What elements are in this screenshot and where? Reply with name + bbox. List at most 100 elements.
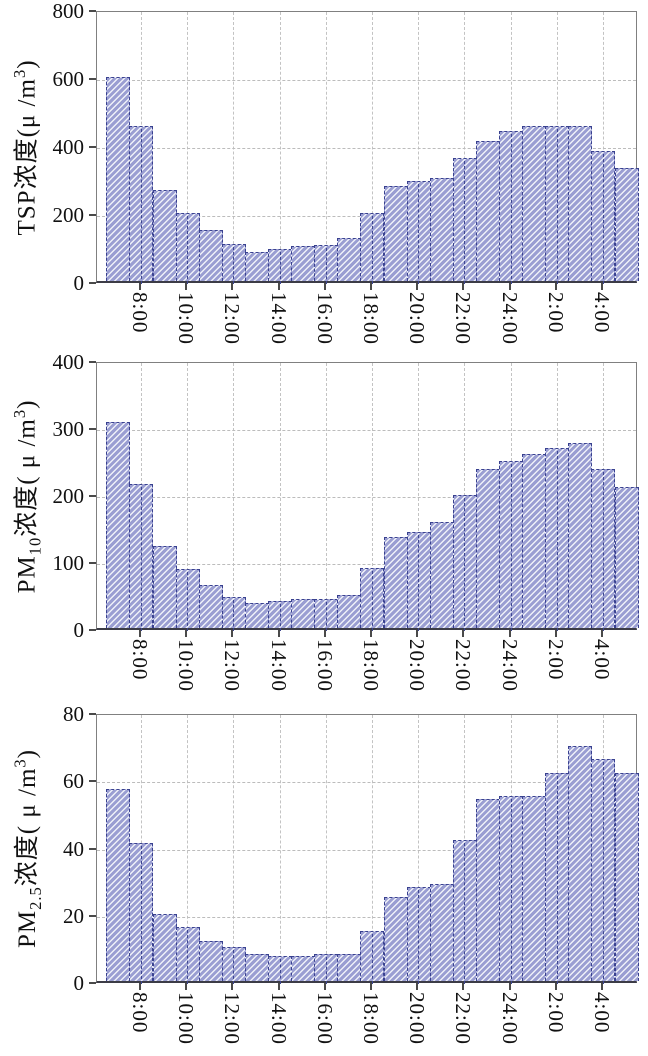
x-axis-tick-mark [601, 630, 603, 637]
x-axis-tick-label: 22:00 [451, 292, 476, 345]
vertical-gridline-over-bar [556, 450, 558, 631]
bar-19:00 [383, 896, 408, 981]
bar-9:00 [152, 913, 177, 981]
x-axis-tick-mark [462, 283, 465, 290]
x-axis-tick-label: 4:00 [590, 292, 614, 334]
y-axis-tick-mark [89, 10, 96, 12]
y-axis-tick-label: 0 [73, 971, 85, 995]
vertical-gridline-over-bar [325, 957, 327, 984]
x-axis-tick-mark [139, 630, 141, 637]
y-axis-tick-label: 40 [63, 836, 84, 861]
x-axis-tick-mark [416, 983, 419, 990]
bar-23:00 [475, 468, 500, 628]
bar-21:00 [429, 883, 454, 981]
x-axis-tick-mark [554, 283, 557, 290]
x-axis-tick-mark [601, 283, 603, 290]
vertical-gridline-over-bar [510, 799, 512, 984]
bar-5:00 [614, 486, 639, 628]
vertical-gridline-over-bar [603, 471, 604, 631]
x-axis-tick-label: 8:00 [128, 992, 152, 1034]
x-axis-tick-label: 20:00 [405, 992, 430, 1045]
x-axis-tick-label: 8:00 [128, 292, 152, 334]
bar-13:00 [244, 954, 269, 981]
y-axis-tick-label: 800 [52, 0, 85, 23]
horizontal-gridline [97, 782, 636, 784]
x-axis-tick-mark [323, 283, 326, 290]
vertical-gridline-over-bar [141, 486, 142, 631]
x-axis-tick-mark [508, 283, 511, 290]
x-axis-tick-label: 12:00 [220, 292, 245, 345]
y-axis-tick-mark [89, 282, 96, 284]
x-axis-tick-mark [277, 283, 280, 290]
vertical-gridline-over-bar [464, 497, 466, 631]
bar-9:00 [152, 189, 177, 281]
vertical-gridline-over-bar [141, 128, 142, 284]
bar-17:00 [337, 954, 362, 981]
bar-5:00 [614, 167, 639, 281]
y-axis-tick-mark [89, 562, 96, 564]
bar-11:00 [198, 940, 223, 981]
horizontal-gridline [97, 497, 636, 498]
bar-3:00 [568, 745, 593, 981]
bar-11:00 [198, 585, 223, 628]
vertical-gridline-over-bar [187, 930, 189, 984]
vertical-gridline-over-bar [556, 129, 558, 284]
x-axis-tick-label: 2:00 [543, 639, 568, 681]
bar-3:00 [568, 126, 593, 281]
x-axis-tick-mark [277, 630, 280, 637]
x-axis-tick-label: 20:00 [405, 292, 430, 345]
bar-7:00 [106, 789, 131, 981]
x-axis-tick-mark [185, 630, 188, 637]
vertical-gridline-over-bar [187, 572, 189, 631]
y-axis-tick-label: 0 [73, 618, 85, 642]
x-axis-tick-label: 4:00 [590, 639, 614, 681]
y-axis-tick-mark [89, 214, 96, 216]
y-axis-tick-label: 300 [52, 417, 85, 441]
horizontal-gridline [97, 80, 636, 81]
x-axis-tick-mark [323, 630, 326, 637]
x-axis-tick-label: 18:00 [359, 292, 383, 345]
y-axis-tick-label: 400 [52, 135, 85, 159]
x-axis-tick-mark [462, 630, 465, 637]
x-axis-tick-label: 18:00 [359, 992, 383, 1045]
horizontal-gridline [97, 430, 636, 431]
x-axis-tick-label: 2:00 [543, 992, 568, 1034]
y-axis-tick-mark [89, 146, 96, 148]
y-axis-tick-mark [89, 914, 96, 917]
vertical-gridline-over-bar [279, 252, 281, 284]
horizontal-gridline [97, 849, 636, 851]
x-axis-tick-label: 24:00 [497, 292, 522, 345]
bar-21:00 [429, 522, 454, 628]
y-axis-tick-mark [89, 713, 96, 715]
x-axis-tick-label: 24:00 [497, 639, 522, 692]
vertical-gridline-over-bar [141, 846, 142, 984]
vertical-gridline-over-bar [418, 534, 420, 631]
vertical-gridline-over-bar [325, 247, 327, 284]
x-axis-tick-label: 10:00 [174, 292, 199, 345]
y-axis-tick-label: 200 [52, 203, 85, 227]
bar-1:00 [522, 454, 547, 628]
x-axis-tick-mark [139, 983, 141, 990]
x-axis-tick-label: 16:00 [312, 639, 337, 692]
vertical-gridline-over-bar [603, 762, 604, 984]
vertical-gridline-over-bar [418, 183, 420, 284]
x-axis-tick-mark [231, 283, 234, 290]
y-axis-tick-label: 200 [52, 484, 85, 508]
vertical-gridline-over-bar [372, 216, 373, 284]
vertical-gridline-over-bar [510, 464, 512, 631]
x-axis-tick-label: 24:00 [497, 992, 522, 1045]
plot-area [96, 362, 639, 631]
x-axis-tick-mark [370, 983, 372, 990]
x-axis-tick-label: 8:00 [128, 639, 152, 681]
vertical-gridline-over-bar [510, 134, 512, 284]
vertical-gridline-over-bar [233, 950, 235, 984]
y-axis-tick-mark [89, 780, 96, 783]
vertical-gridline-over-bar [464, 160, 466, 284]
x-axis-tick-mark [185, 983, 188, 990]
y-axis-tick-label: 600 [52, 67, 85, 91]
y-axis-tick-label: 80 [63, 702, 84, 726]
ylabel-suffix: ) [13, 749, 41, 759]
vertical-gridline-over-bar [372, 933, 373, 984]
horizontal-gridline [97, 564, 636, 565]
chart-pm25: PM2.5浓度( μ /m3) 0 20 40 60 80 8:00 10:00 12:00… [0, 702, 648, 1055]
